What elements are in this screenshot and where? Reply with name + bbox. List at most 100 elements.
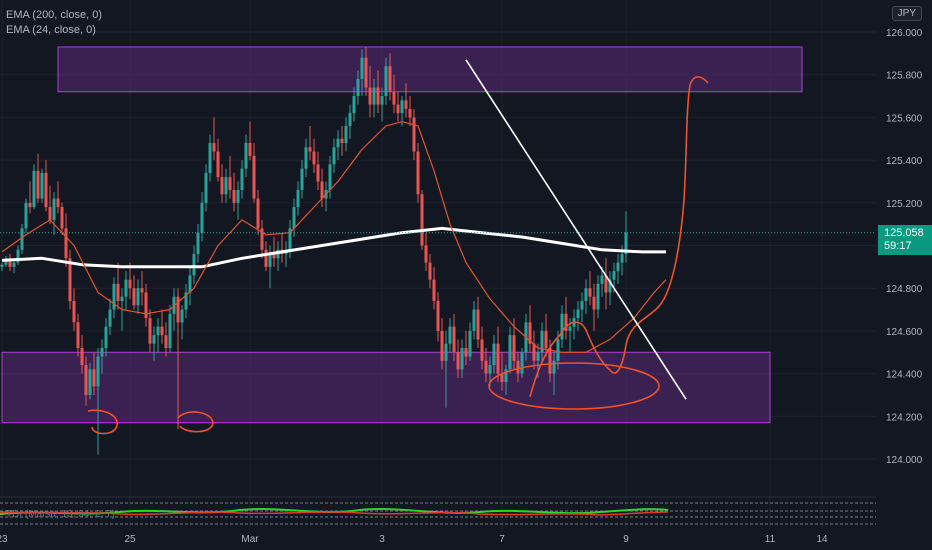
candle-body-115 bbox=[460, 347, 464, 370]
candle-body-27 bbox=[108, 309, 112, 327]
candle-body-124 bbox=[496, 343, 500, 374]
candle-body-101 bbox=[404, 100, 408, 109]
candle-body-144 bbox=[576, 309, 580, 319]
candle-body-44 bbox=[176, 296, 180, 323]
candle-body-113 bbox=[452, 326, 456, 353]
candle-body-11 bbox=[44, 172, 48, 208]
drawing-cup-left bbox=[529, 321, 611, 398]
candle-body-16 bbox=[64, 228, 68, 259]
price-tick-0: 126.000 bbox=[886, 28, 923, 39]
candle-body-24 bbox=[96, 356, 100, 387]
candle-body-14 bbox=[56, 198, 60, 208]
legend-ema24[interactable]: EMA (24, close, 0) bbox=[6, 24, 96, 36]
candle-body-133 bbox=[532, 343, 536, 361]
candle-body-41 bbox=[164, 335, 168, 348]
candle-body-137 bbox=[548, 347, 552, 374]
candle-body-17 bbox=[68, 258, 72, 302]
time-axis[interactable]: 23 25 Mar 3 7 9 11 14 bbox=[0, 534, 828, 545]
candle-body-74 bbox=[296, 189, 300, 208]
tdi-legend[interactable]: TDI (Marsa, 13, 34, 2, 7) bbox=[6, 509, 115, 520]
time-tick-7: 14 bbox=[816, 534, 828, 545]
candle-body-82 bbox=[328, 164, 332, 190]
candle-body-59 bbox=[236, 189, 240, 203]
zone-1 bbox=[1, 351, 771, 424]
candle-body-96 bbox=[384, 66, 388, 97]
candle-body-104 bbox=[416, 151, 420, 195]
candle-body-129 bbox=[516, 360, 520, 374]
drawing-forecast-curve bbox=[609, 76, 709, 374]
price-tick-10: 124.000 bbox=[886, 455, 923, 466]
candle-body-77 bbox=[308, 147, 312, 152]
candle-body-21 bbox=[84, 365, 88, 395]
drawing-circle-mid bbox=[177, 411, 214, 433]
last-price-tag: 125.058 59:17 bbox=[878, 224, 932, 255]
candle-body-4 bbox=[16, 249, 20, 263]
candle-body-130 bbox=[520, 352, 524, 374]
candle-body-22 bbox=[88, 369, 92, 395]
tdi-green-line bbox=[0, 508, 669, 515]
candle-body-54 bbox=[216, 151, 220, 178]
candle-body-84 bbox=[336, 138, 340, 148]
candle-body-3 bbox=[12, 262, 16, 267]
drawing-loop-left bbox=[87, 409, 118, 435]
candle-body-35 bbox=[140, 288, 144, 293]
candle-body-62 bbox=[248, 143, 252, 156]
candle-body-68 bbox=[272, 254, 276, 259]
legend-ema200[interactable]: EMA (200, close, 0) bbox=[6, 9, 102, 21]
candle-body-140 bbox=[560, 313, 564, 340]
time-tick-5: 9 bbox=[623, 534, 629, 545]
candle-body-110 bbox=[440, 330, 444, 361]
candles bbox=[0, 46, 628, 455]
candle-body-15 bbox=[60, 207, 64, 229]
candle-body-105 bbox=[420, 194, 424, 246]
candle-body-89 bbox=[356, 78, 360, 97]
candle-body-63 bbox=[252, 155, 256, 199]
candle-body-102 bbox=[408, 108, 412, 118]
candle-body-48 bbox=[192, 254, 196, 276]
candle-body-145 bbox=[580, 301, 584, 310]
candle-body-61 bbox=[244, 143, 248, 169]
candle-body-136 bbox=[544, 330, 548, 348]
tdi-red-line bbox=[0, 511, 669, 516]
candle-body-73 bbox=[292, 207, 296, 229]
trendline bbox=[465, 59, 687, 400]
zones bbox=[1, 46, 803, 424]
candle-body-28 bbox=[112, 283, 116, 310]
candle-body-57 bbox=[228, 177, 232, 190]
candle-body-156 bbox=[624, 232, 628, 255]
price-tick-3: 125.400 bbox=[886, 156, 923, 167]
candle-body-127 bbox=[508, 335, 512, 370]
candle-body-85 bbox=[340, 138, 344, 144]
candle-body-51 bbox=[204, 172, 208, 203]
moving-averages bbox=[1, 121, 667, 353]
candle-body-47 bbox=[188, 275, 192, 293]
candle-body-151 bbox=[604, 275, 608, 293]
candle-body-141 bbox=[564, 313, 568, 331]
last-price-countdown: 59:17 bbox=[884, 239, 912, 252]
candle-body-146 bbox=[584, 288, 588, 302]
candle-body-32 bbox=[128, 279, 132, 289]
price-tick-4: 125.200 bbox=[886, 199, 923, 210]
candle-body-132 bbox=[528, 322, 532, 344]
candle-body-93 bbox=[372, 87, 376, 105]
candle-body-92 bbox=[368, 87, 372, 105]
candle-body-135 bbox=[540, 330, 544, 353]
candle-body-86 bbox=[344, 125, 348, 144]
candle-body-76 bbox=[304, 147, 308, 169]
candle-body-25 bbox=[100, 347, 104, 357]
currency-badge[interactable]: JPY bbox=[891, 6, 922, 21]
time-tick-1: 25 bbox=[124, 534, 136, 545]
candle-body-45 bbox=[180, 309, 184, 323]
candle-body-87 bbox=[348, 113, 352, 126]
candle-body-109 bbox=[436, 301, 440, 331]
candle-body-118 bbox=[472, 309, 476, 331]
candle-body-117 bbox=[468, 330, 472, 357]
candle-body-139 bbox=[556, 339, 560, 361]
candle-body-64 bbox=[256, 198, 260, 229]
candle-body-121 bbox=[484, 360, 488, 374]
candle-body-5 bbox=[20, 228, 24, 250]
time-tick-2: Mar bbox=[241, 534, 259, 545]
candle-body-79 bbox=[316, 164, 320, 182]
candle-body-78 bbox=[312, 151, 316, 165]
